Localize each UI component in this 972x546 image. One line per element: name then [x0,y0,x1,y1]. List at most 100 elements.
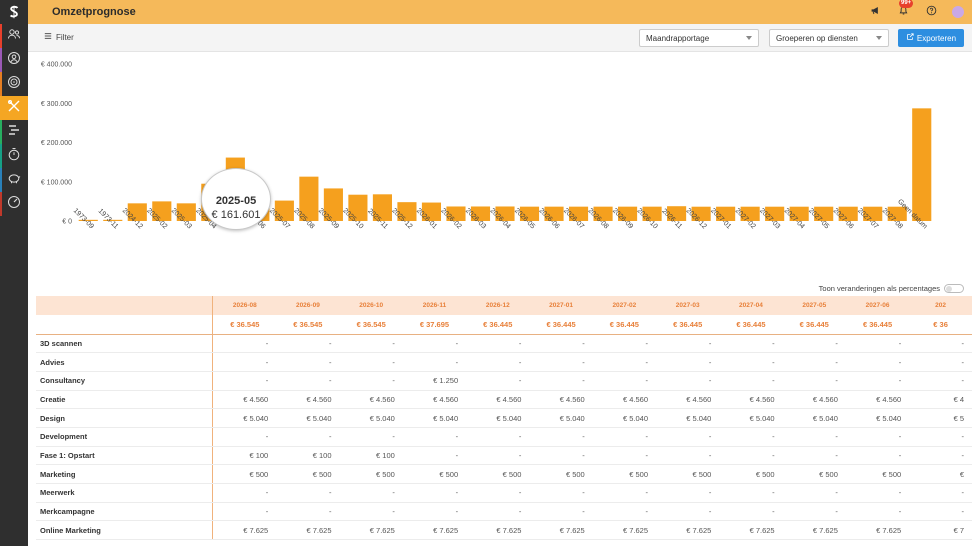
chart-bar[interactable] [299,176,319,221]
app-logo-icon[interactable] [0,0,28,24]
chart-bar[interactable] [765,206,785,221]
row-label: 3D scannen [36,334,214,354]
column-header[interactable]: 2027-02 [592,296,657,315]
value-cell: - [656,446,720,466]
help-button[interactable] [924,5,938,19]
chart-bar[interactable] [323,188,343,221]
value-cell: - [909,334,972,354]
report-type-value: Maandrapportage [646,34,710,43]
sidebar-item-planning[interactable] [0,120,28,144]
x-tick-label: 1973-09 [72,207,95,230]
notification-badge: 99+ [899,0,914,8]
chart-bar[interactable] [838,206,858,221]
column-header[interactable]: 2026-09 [276,296,340,315]
percentage-toggle-row: Toon veranderingen als percentages [819,284,964,293]
table-row: Merkcampagne - - - - - - - - - - - - [36,502,972,522]
grouping-select[interactable]: Groeperen op diensten [769,29,889,47]
chart-bar[interactable] [642,206,662,221]
announcement-button[interactable] [868,5,882,19]
value-cell: € 4.560 [529,390,593,410]
chart-bar[interactable] [789,206,809,221]
sidebar-item-targets[interactable] [0,72,28,96]
column-header[interactable]: 2026-11 [402,296,467,315]
sidebar-item-dashboard[interactable] [0,192,28,216]
value-cell: € 500 [276,464,340,484]
chart-bar[interactable] [519,206,540,221]
chart-bar[interactable] [912,108,932,221]
value-cell: - [212,427,277,447]
sidebar-item-time[interactable] [0,144,28,168]
value-cell: - [466,352,530,372]
total-cell: € 36.545 [212,315,277,335]
chart-bar[interactable] [103,219,123,221]
chart-bar[interactable] [887,206,907,221]
value-cell: € 100 [276,446,340,466]
value-cell: - [592,352,657,372]
column-header[interactable]: 2026-10 [339,296,403,315]
chart-bar[interactable] [152,201,172,221]
column-header[interactable]: 2026-12 [466,296,530,315]
chart-bar[interactable] [446,206,466,221]
column-header[interactable]: 2027-01 [529,296,593,315]
chart-bar[interactable] [127,203,147,221]
chart-bar[interactable] [863,206,883,221]
table-row: Marketing € 500 € 500 € 500 € 500 € 500 € 500 €… [36,464,972,484]
value-cell: € 7.625 [782,520,846,541]
value-cell: € 4.560 [782,390,846,410]
column-header[interactable]: 2027-05 [782,296,846,315]
chart-bar[interactable] [544,206,564,221]
report-type-select[interactable]: Maandrapportage [639,29,759,47]
chart-bar[interactable] [495,206,515,221]
value-cell: - [909,483,972,503]
sidebar-item-contacts[interactable] [0,48,28,72]
percentage-toggle[interactable] [944,284,964,293]
y-tick-label: € 100.000 [41,179,72,186]
column-header[interactable]: 2026-08 [212,296,277,315]
column-header[interactable]: 2027-03 [656,296,720,315]
value-cell: - [845,483,910,503]
chart-bar[interactable] [716,206,736,221]
total-cell: € 36.445 [656,315,720,335]
chart-bar[interactable] [470,206,491,221]
row-label: Marketing [36,464,214,484]
y-tick-label: € 400.000 [41,62,72,69]
chart-bar[interactable] [397,202,417,221]
value-cell: € 5.040 [782,408,846,428]
chart-bar[interactable] [618,206,638,221]
export-button[interactable]: Exporteren [898,29,964,47]
row-label: Meerwerk [36,483,214,503]
chart-bar[interactable] [274,200,294,221]
sidebar-item-tools[interactable] [0,96,28,120]
value-cell: € 4.560 [402,390,467,410]
chart-bar[interactable] [667,206,687,221]
filter-button[interactable]: Filter [44,32,74,42]
chart-bar[interactable] [691,206,711,221]
value-cell: € 500 [656,464,720,484]
chart-bar[interactable] [372,194,392,221]
toggle-knob [946,286,952,292]
chart-bar[interactable] [740,206,760,221]
row-label: Development [36,427,214,447]
chart-bar[interactable] [593,206,613,221]
chart-bar[interactable] [78,219,98,221]
chart-bar[interactable] [176,203,196,221]
chart-bar[interactable] [421,202,442,221]
avatar[interactable] [952,6,964,18]
sidebar [0,0,28,546]
value-cell: € 5.040 [466,408,530,428]
column-header[interactable]: 202 [909,296,972,315]
total-cell: € 36.445 [845,315,910,335]
chart-bar[interactable] [348,194,368,221]
column-header[interactable]: 2027-04 [719,296,783,315]
value-cell: € 4.560 [339,390,403,410]
notifications-button[interactable]: 99+ [896,0,914,19]
sidebar-item-finance[interactable] [0,168,28,192]
dashboard-icon [7,195,21,214]
chevron-down-icon [876,36,882,40]
value-cell: - [845,502,910,522]
value-cell: - [529,352,593,372]
sidebar-item-relations[interactable] [0,24,28,48]
chart-bar[interactable] [814,206,834,221]
column-header[interactable]: 2027-06 [845,296,910,315]
chart-bar[interactable] [568,206,589,221]
